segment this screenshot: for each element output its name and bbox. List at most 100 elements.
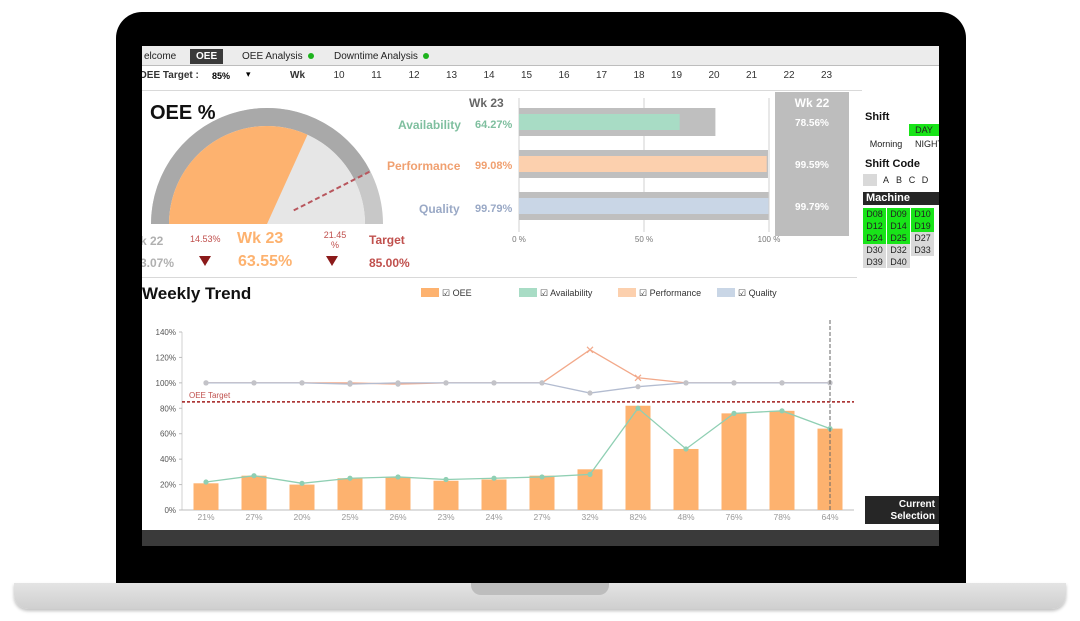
- current-oee-value: 63.55%: [238, 253, 293, 270]
- prev-quality: 99.79%: [795, 202, 829, 213]
- machine-option[interactable]: D09: [887, 208, 910, 220]
- laptop-notch: [471, 583, 609, 595]
- week-header-row: OEE Target : 85% ▾ Wk 10 11 12 13 14 15 16 17 18…: [142, 66, 862, 86]
- shift-title: Shift: [865, 111, 890, 123]
- kpi-current-bar: [519, 156, 767, 172]
- wk-label: Wk: [290, 70, 305, 81]
- oee-target-label: OEE Target :: [142, 70, 199, 81]
- bar-data-label: 78%: [773, 512, 790, 522]
- series-point: [539, 380, 545, 386]
- legend-swatch: [421, 288, 439, 297]
- machine-option[interactable]: D12: [863, 220, 886, 232]
- y-tick-label: 120%: [156, 353, 176, 362]
- series-point: [587, 471, 593, 477]
- tab-downtime-analysis[interactable]: Downtime Analysis: [328, 49, 435, 64]
- oee-bar: [433, 480, 459, 510]
- sheet-tab-bar: elcome OEE OEE Analysis Downtime Analysi…: [142, 46, 939, 66]
- x-tick-label: 23: [825, 521, 835, 522]
- machine-option[interactable]: D30: [863, 244, 886, 256]
- machine-option[interactable]: D27: [911, 232, 934, 244]
- series-point: [779, 408, 785, 414]
- bar-data-label: 76%: [725, 512, 742, 522]
- bar-data-label: 23%: [437, 512, 454, 522]
- machine-option[interactable]: D40: [887, 256, 910, 268]
- series-point: [443, 476, 449, 483]
- shift-option-night[interactable]: NIGHT: [915, 139, 939, 149]
- machine-option[interactable]: D32: [887, 244, 910, 256]
- availability-value: 64.27%: [475, 119, 513, 131]
- series-point: [395, 380, 401, 386]
- oee-bar: [769, 410, 795, 510]
- prev-week-label: k 22: [142, 234, 164, 248]
- shift-option-day[interactable]: DAY: [909, 124, 939, 136]
- machine-option[interactable]: D39: [863, 256, 886, 268]
- tab-oee[interactable]: OEE: [190, 49, 224, 64]
- shift-option-morning[interactable]: Morning: [869, 139, 903, 149]
- week-number: 18: [633, 70, 645, 81]
- kpi-axis-tick: 0 %: [512, 235, 526, 244]
- series-point: [586, 346, 594, 354]
- status-dot-icon: [307, 53, 314, 60]
- bar-data-label: 21%: [197, 512, 214, 522]
- bar-data-label: 26%: [389, 512, 406, 522]
- gauge-title: OEE %: [150, 102, 216, 124]
- tab-oee-analysis[interactable]: OEE Analysis: [236, 49, 320, 64]
- current-selection-button[interactable]: Current Selection: [865, 496, 939, 524]
- bar-data-label: 24%: [485, 512, 502, 522]
- kpi-current-bar: [519, 114, 680, 130]
- oee-target-value[interactable]: 85%: [212, 71, 231, 81]
- y-tick-label: 140%: [156, 328, 176, 337]
- oee-bar: [193, 483, 219, 510]
- legend-swatch: [618, 288, 636, 297]
- machine-option[interactable]: D25: [887, 232, 910, 244]
- tab-welcome[interactable]: elcome: [144, 51, 177, 62]
- series-point: [203, 479, 209, 485]
- week-number: 13: [445, 70, 458, 81]
- series-point: [443, 380, 449, 386]
- oee-bar: [241, 475, 267, 510]
- oee-bar: [721, 413, 747, 510]
- x-tick-label: 20: [681, 521, 691, 522]
- y-tick-label: 0%: [164, 506, 176, 515]
- week-number: 19: [670, 70, 683, 81]
- legend-availability[interactable]: ☑ Availability: [519, 288, 592, 299]
- dashboard-screen: elcome OEE OEE Analysis Downtime Analysi…: [142, 46, 939, 546]
- legend-quality[interactable]: ☑ Quality: [717, 288, 777, 299]
- series-point: [203, 380, 209, 386]
- legend-performance[interactable]: ☑ Performance: [618, 288, 701, 299]
- shift-code-title: Shift Code: [865, 158, 920, 170]
- series-point: [347, 381, 353, 387]
- y-tick-label: 60%: [160, 430, 176, 439]
- week-number: 11: [371, 70, 382, 81]
- machine-option[interactable]: D10: [911, 208, 934, 220]
- machine-option[interactable]: D14: [887, 220, 910, 232]
- shift-code-blank[interactable]: [863, 174, 877, 186]
- kpi-current-bar: [519, 198, 769, 214]
- x-tick-label: 10: [201, 521, 211, 522]
- bar-data-label: 82%: [629, 512, 646, 522]
- machine-option[interactable]: D08: [863, 208, 886, 220]
- x-tick-label: 16: [489, 521, 499, 522]
- series-point: [299, 380, 305, 386]
- legend-oee[interactable]: ☑ OEE: [421, 288, 472, 299]
- series-line-performance: [206, 349, 830, 385]
- availability-label: Availability: [398, 118, 461, 132]
- series-point: [299, 480, 305, 486]
- week-number: 12: [408, 70, 420, 81]
- shift-code-c[interactable]: C: [908, 175, 916, 185]
- shift-code-a[interactable]: A: [882, 175, 889, 185]
- series-point: [347, 475, 353, 481]
- bar-data-label: 27%: [533, 512, 550, 522]
- week-number: 15: [520, 70, 533, 81]
- week-number: 10: [333, 70, 345, 81]
- machine-option[interactable]: D24: [863, 232, 886, 244]
- shift-code-b[interactable]: B: [895, 175, 902, 185]
- series-point: [491, 475, 497, 481]
- kpi-current-week: Wk 23: [469, 96, 504, 110]
- y-tick-label: 40%: [160, 455, 176, 464]
- performance-label: Performance: [387, 159, 461, 173]
- machine-option[interactable]: D33: [911, 244, 934, 256]
- machine-option[interactable]: D19: [911, 220, 934, 232]
- shift-code-d[interactable]: D: [921, 175, 929, 185]
- chevron-down-icon[interactable]: ▾: [246, 69, 251, 79]
